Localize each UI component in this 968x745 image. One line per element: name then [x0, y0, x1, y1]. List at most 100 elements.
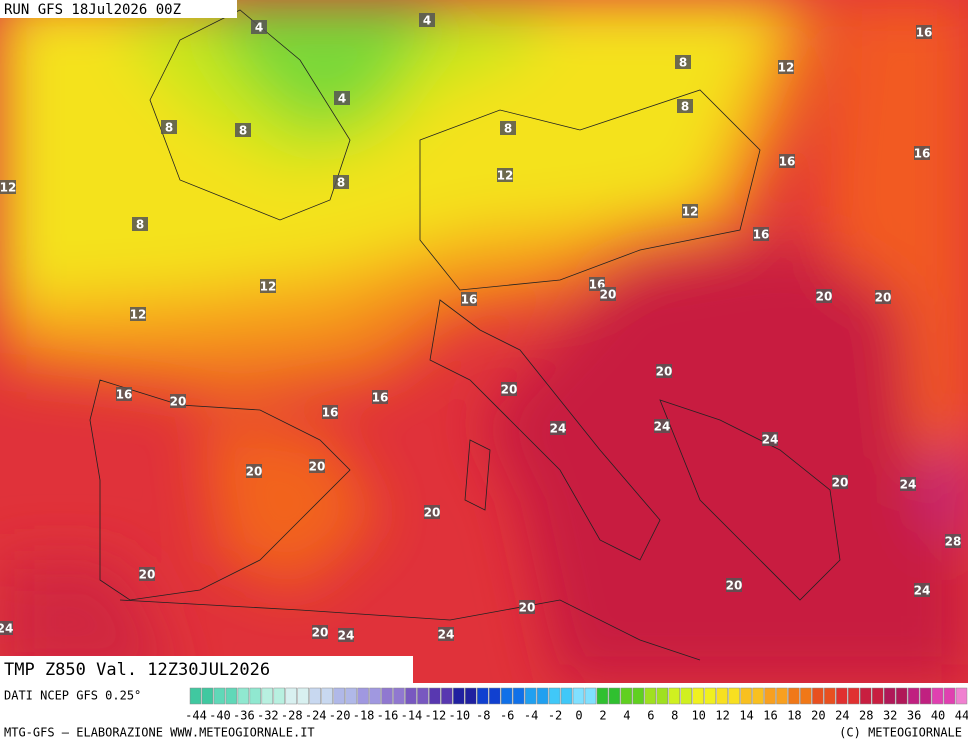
label-box	[309, 459, 325, 473]
color-swatch	[417, 687, 429, 705]
legend-label: 28	[859, 709, 873, 723]
colorbar: -44 -40 -36 -32 -28 -24 -20 -18 -16 -14 -12 -10 -8 -6…	[185, 687, 968, 723]
legend-label: 40	[931, 709, 945, 723]
contour-label: 28	[945, 535, 962, 549]
contour-label: 24	[550, 422, 567, 436]
label-box	[778, 60, 794, 74]
legend-label: -24	[305, 709, 327, 723]
legend-label: -28	[281, 709, 303, 723]
contour-label: 24	[654, 420, 671, 434]
label-box	[372, 390, 388, 404]
contour-label: 24	[438, 628, 455, 642]
legend-label: -20	[329, 709, 351, 723]
legend-label: 6	[647, 709, 654, 723]
legend-label: 18	[787, 709, 801, 723]
source-label: DATI NCEP GFS 0.25°	[4, 689, 141, 703]
color-swatch	[512, 687, 525, 705]
label-box	[139, 567, 155, 581]
contour-label: 20	[519, 601, 536, 615]
color-swatch	[405, 687, 417, 705]
color-swatch	[381, 687, 393, 705]
legend-label: 8	[671, 709, 678, 723]
contour-label: 20	[600, 288, 617, 302]
legend-label: -4	[524, 709, 538, 723]
legend-label: 24	[835, 709, 849, 723]
contour-label: 12	[0, 181, 16, 195]
label-box	[322, 405, 338, 419]
color-swatch	[524, 687, 537, 705]
color-swatch	[764, 687, 776, 705]
legend-label: 16	[763, 709, 777, 723]
label-box	[333, 175, 349, 189]
contour-label: 16	[372, 391, 389, 405]
label-box	[251, 20, 267, 34]
label-box	[779, 154, 795, 168]
label-box	[424, 505, 440, 519]
credit: MTG-GFS — ELABORAZIONE WWW.METEOGIORNALE…	[4, 726, 315, 740]
contour-label: 20	[139, 568, 156, 582]
color-swatch	[716, 687, 728, 705]
legend-label: 36	[907, 709, 921, 723]
color-swatch	[465, 687, 477, 705]
label-box	[497, 168, 513, 182]
label-box	[161, 120, 177, 134]
contour-label: 20	[875, 291, 892, 305]
legend-label: -14	[401, 709, 423, 723]
contour-label: 8	[681, 100, 689, 114]
color-swatch	[321, 687, 333, 705]
contour-label: 20	[501, 383, 518, 397]
color-swatch	[429, 687, 441, 705]
contour-label: 4	[423, 14, 431, 28]
color-swatch	[333, 687, 345, 705]
contour-label: 16	[461, 293, 478, 307]
color-swatch	[848, 687, 860, 705]
contour-label: 8	[239, 124, 247, 138]
color-swatch	[201, 687, 214, 705]
color-swatch	[812, 687, 824, 705]
color-swatch	[393, 687, 405, 705]
legend-label: 2	[599, 709, 606, 723]
label-box	[170, 394, 186, 408]
contour-label: 4	[255, 21, 263, 35]
label-box	[600, 287, 616, 301]
label-box	[762, 432, 778, 446]
label-box	[656, 364, 672, 378]
legend-label: -18	[353, 709, 375, 723]
contour-label: 4	[338, 92, 346, 106]
color-swatch	[895, 687, 908, 705]
contour-label: 16	[914, 147, 931, 161]
color-swatch	[836, 687, 848, 705]
contour-label: 12	[260, 280, 277, 294]
color-swatch	[680, 687, 692, 705]
contour-label: 20	[832, 476, 849, 490]
contour-label: 20	[726, 579, 743, 593]
contour-label: 20	[246, 465, 263, 479]
color-swatch	[620, 687, 633, 705]
contour-label: 8	[337, 176, 345, 190]
color-swatch	[943, 687, 956, 705]
label-box	[832, 475, 848, 489]
label-box	[235, 123, 251, 137]
contour-label: 24	[900, 478, 917, 492]
color-swatch	[883, 687, 896, 705]
contour-label: 8	[165, 121, 173, 135]
label-box	[419, 13, 435, 27]
label-box	[816, 289, 832, 303]
color-swatch	[692, 687, 704, 705]
color-swatch	[800, 687, 812, 705]
label-box	[0, 621, 13, 635]
label-box	[461, 292, 477, 306]
label-box	[677, 99, 693, 113]
color-swatch	[907, 687, 920, 705]
label-box	[875, 290, 891, 304]
label-box	[116, 387, 132, 401]
color-swatch	[752, 687, 764, 705]
run-title: RUN GFS 18Jul2026 00Z	[4, 2, 181, 18]
contour-label: 20	[424, 506, 441, 520]
contour-label: 12	[778, 61, 795, 75]
label-box	[246, 464, 262, 478]
color-swatch	[824, 687, 836, 705]
color-swatch	[285, 687, 297, 705]
color-swatch	[560, 687, 573, 705]
